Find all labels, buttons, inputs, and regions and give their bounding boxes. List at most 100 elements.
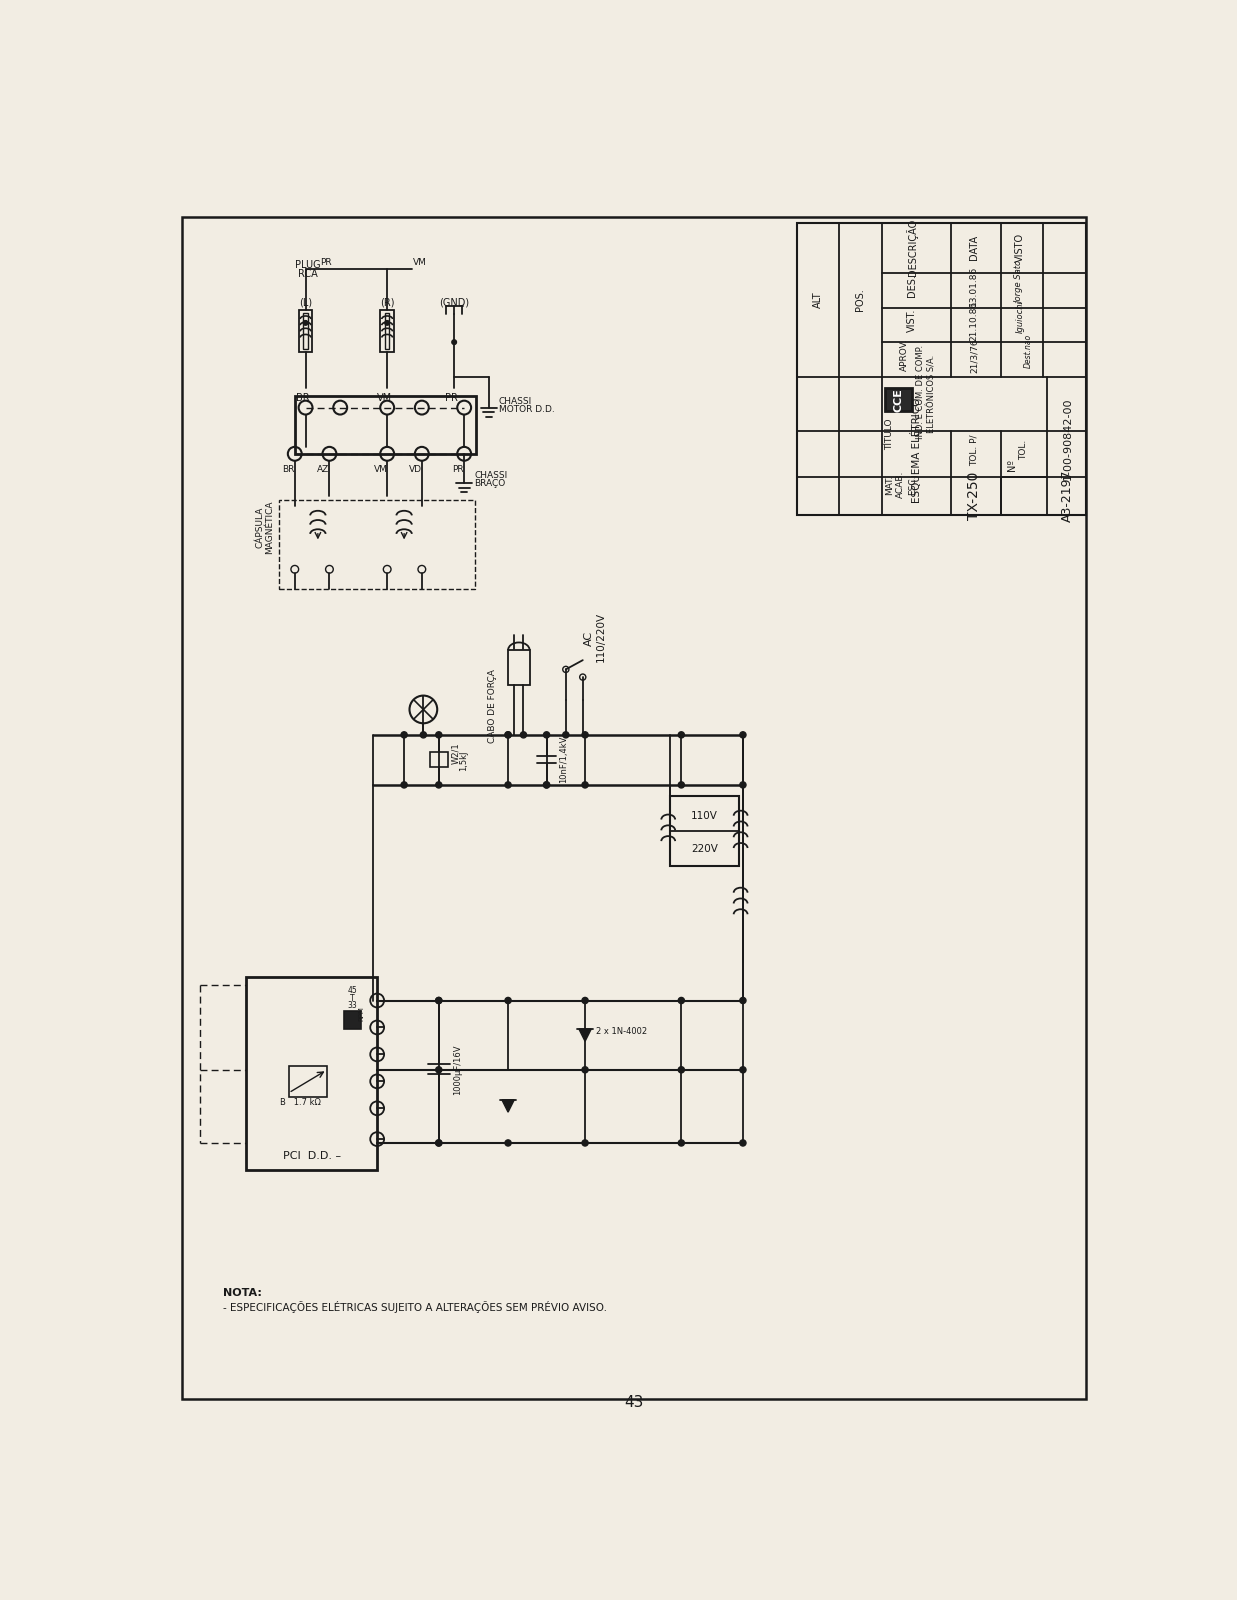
- Text: VD: VD: [409, 464, 422, 474]
- Text: T: T: [350, 994, 355, 1003]
- Text: 110V: 110V: [691, 811, 717, 821]
- Text: ESC.: ESC.: [908, 474, 917, 494]
- Text: CABO DE FORÇA: CABO DE FORÇA: [489, 669, 497, 744]
- Text: 43: 43: [623, 1395, 643, 1410]
- Circle shape: [740, 731, 746, 738]
- Circle shape: [543, 782, 549, 787]
- Circle shape: [740, 1139, 746, 1146]
- Circle shape: [435, 997, 442, 1003]
- Circle shape: [678, 1067, 684, 1074]
- Circle shape: [435, 1067, 442, 1074]
- Text: B   1.7 kΩ: B 1.7 kΩ: [280, 1099, 320, 1107]
- Text: PLUG: PLUG: [296, 261, 320, 270]
- Text: (R): (R): [380, 298, 395, 307]
- Bar: [385, 314, 390, 349]
- Text: Nº: Nº: [1007, 459, 1017, 472]
- Circle shape: [505, 997, 511, 1003]
- Text: APROV.: APROV.: [901, 339, 909, 371]
- Circle shape: [421, 731, 427, 738]
- Text: AZ: AZ: [317, 464, 329, 474]
- Text: RCA: RCA: [298, 269, 318, 280]
- Circle shape: [581, 731, 588, 738]
- Text: ELETRÔNICOS S/A.: ELETRÔNICOS S/A.: [927, 355, 936, 434]
- Text: 33: 33: [348, 1002, 357, 1010]
- Text: BRAÇO: BRAÇO: [474, 478, 506, 488]
- Circle shape: [303, 320, 308, 325]
- Bar: [294, 397, 476, 454]
- Text: TOL. P/: TOL. P/: [970, 434, 978, 466]
- Text: 220V: 220V: [691, 843, 717, 854]
- Text: (GND): (GND): [439, 298, 469, 307]
- Circle shape: [581, 997, 588, 1003]
- Text: BR: BR: [282, 464, 294, 474]
- Circle shape: [740, 997, 746, 1003]
- Text: - ESPECIFICAÇÕES ELÉTRICAS SUJEITO A ALTERAÇÕES SEM PRÉVIO AVISO.: - ESPECIFICAÇÕES ELÉTRICAS SUJEITO A ALT…: [223, 1301, 607, 1314]
- Circle shape: [435, 731, 442, 738]
- Bar: [246, 978, 377, 1170]
- Bar: [886, 389, 913, 411]
- Text: Jorge Sato: Jorge Sato: [1016, 261, 1024, 304]
- Text: 21.10.86: 21.10.86: [970, 301, 978, 341]
- Text: A3-2197: A3-2197: [1061, 470, 1075, 522]
- Text: 1,5kJ: 1,5kJ: [459, 750, 468, 771]
- Text: Iguiochi: Iguiochi: [1016, 301, 1024, 333]
- Circle shape: [401, 782, 407, 787]
- Bar: [344, 1011, 361, 1029]
- Bar: [288, 1066, 327, 1096]
- Circle shape: [435, 782, 442, 787]
- Circle shape: [678, 782, 684, 787]
- Text: 21/3/76: 21/3/76: [970, 338, 978, 373]
- Text: VM: VM: [374, 464, 388, 474]
- Circle shape: [581, 1139, 588, 1146]
- Polygon shape: [579, 1029, 591, 1042]
- Text: (L): (L): [299, 298, 312, 307]
- Text: VIST.: VIST.: [907, 309, 918, 333]
- Circle shape: [740, 782, 746, 787]
- Text: POS.: POS.: [855, 288, 865, 310]
- Text: Dest.nao: Dest.nao: [1023, 334, 1033, 368]
- Circle shape: [581, 1067, 588, 1074]
- Text: TX-250: TX-250: [967, 472, 981, 520]
- Circle shape: [435, 1139, 442, 1146]
- Bar: [298, 310, 313, 352]
- Bar: [508, 650, 529, 685]
- Circle shape: [678, 997, 684, 1003]
- Circle shape: [740, 1067, 746, 1074]
- Circle shape: [678, 1139, 684, 1146]
- Circle shape: [505, 782, 511, 787]
- Text: 1000µF/16V: 1000µF/16V: [453, 1045, 461, 1094]
- Text: VM: VM: [376, 394, 392, 403]
- Circle shape: [452, 339, 456, 344]
- Circle shape: [581, 782, 588, 787]
- Text: CCE: CCE: [893, 387, 903, 411]
- Circle shape: [505, 731, 511, 738]
- Circle shape: [505, 1139, 511, 1146]
- Bar: [303, 314, 308, 349]
- Circle shape: [563, 731, 569, 738]
- Text: PR: PR: [320, 258, 332, 267]
- Text: 1-00-90842-00: 1-00-90842-00: [1063, 397, 1072, 480]
- Text: BR: BR: [296, 394, 309, 403]
- Circle shape: [435, 997, 442, 1003]
- Polygon shape: [502, 1099, 515, 1112]
- Text: AC: AC: [584, 630, 594, 646]
- Text: VM: VM: [413, 258, 427, 267]
- Text: DATA: DATA: [969, 235, 978, 261]
- Text: CHASSI: CHASSI: [474, 470, 507, 480]
- Text: TOL.: TOL.: [1019, 440, 1028, 461]
- Circle shape: [521, 731, 527, 738]
- Bar: [380, 310, 395, 352]
- Text: ALT: ALT: [813, 291, 823, 309]
- Text: W2/1: W2/1: [452, 742, 460, 765]
- Circle shape: [543, 731, 549, 738]
- Bar: [669, 797, 738, 866]
- Text: NOTA:: NOTA:: [223, 1288, 262, 1298]
- Circle shape: [435, 1139, 442, 1146]
- Circle shape: [401, 731, 407, 738]
- Text: PR: PR: [444, 394, 458, 403]
- Text: MAT.: MAT.: [884, 475, 893, 494]
- Text: RPM: RPM: [357, 1006, 364, 1021]
- Text: ESQUEMA ELÉTRICO: ESQUEMA ELÉTRICO: [910, 397, 922, 502]
- Bar: [429, 752, 448, 766]
- Text: IND. E COM. DE COMP.: IND. E COM. DE COMP.: [915, 346, 924, 440]
